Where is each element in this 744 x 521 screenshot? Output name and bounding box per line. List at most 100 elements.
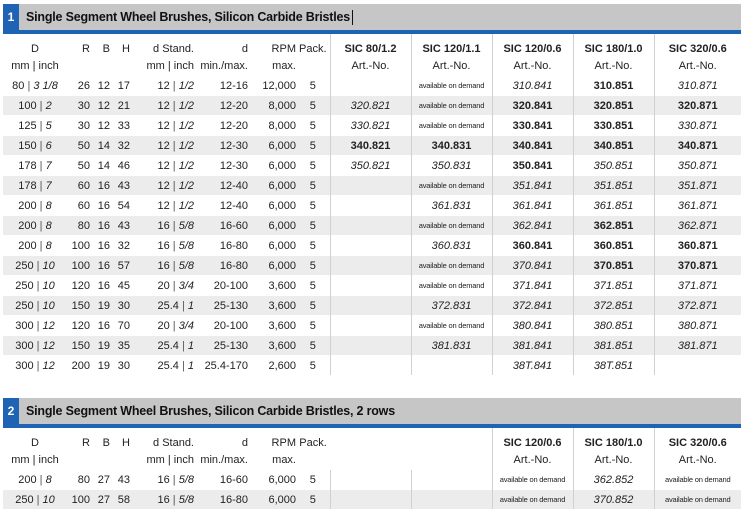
b-value: 12 [90,95,110,116]
section-2-rule [3,424,741,428]
pack-value: 5 [296,315,330,336]
separator: | [36,159,46,172]
rpm-value: 12,000 [248,75,296,96]
art-no-cell: available on demand [410,95,492,116]
art-no-cell: 310.851 [572,75,654,96]
table-row: 100 | 2 30 12 21 12 | 1/2 12-20 8,000 5 320.821 a… [3,95,741,116]
art-no-cell: 370.852 [572,489,654,509]
empty-cell [329,469,411,490]
rpm-value: 3,600 [248,315,296,336]
art-no-cell: 340.821 [329,135,411,156]
col-header-d: D [31,437,39,449]
separator: | [178,359,188,372]
col-header-sic-120-06: SIC 120/0.6 [491,428,573,451]
b-value: 14 [90,135,110,156]
pack-value: 5 [296,175,330,196]
table-row: 250 | 10 100 27 58 16 | 5/8 16-80 6,000 5 availa… [3,489,741,509]
d-stand-mm: 12 [157,179,170,192]
d-stand-inch: 5/8 [178,219,194,232]
art-no-cell [329,355,411,375]
pack-value: 5 [296,115,330,136]
diameter-mm: 250 [15,299,34,312]
d-stand-mm: 12 [157,79,170,92]
table-row: 300 | 12 150 19 35 25.4 | 1 25-130 3,600 5 381.8… [3,335,741,356]
b-value: 19 [90,355,110,375]
h-value: 45 [110,275,130,296]
empty-cell [410,469,492,490]
separator: | [33,339,43,352]
r-value: 150 [67,335,90,356]
b-value: 16 [90,175,110,196]
art-no-cell: 381.871 [653,335,741,356]
d-stand-inch: 1 [187,359,194,372]
d-range: 12-40 [194,195,248,216]
r-value: 60 [67,195,90,216]
section-1-body: 80 | 3 1/8 26 12 17 12 | 1/2 12-16 12,000 5 avai… [3,75,741,375]
empty-cell [410,489,492,509]
sub-header-d-units: mm | inch [11,454,59,466]
h-value: 43 [110,175,130,196]
pack-value: 5 [296,255,330,276]
art-no-cell: available on demand [410,255,492,276]
section-1-number: 1 [3,4,19,30]
d-stand-cell: 16 | 5/8 [130,255,194,276]
table-row: 200 | 8 80 27 43 16 | 5/8 16-60 6,000 5 availabl… [3,469,741,490]
col-header-rpm: RPM [271,43,296,55]
d-stand-inch: 5/8 [178,493,194,506]
sub-header-artno: Art.-No. [572,451,654,470]
diameter-cell: 300 | 12 [3,355,67,375]
diameter-inch: 8 [45,199,52,212]
art-no-cell: 330.871 [653,115,741,136]
col-header-sic-320: SIC 320/0.6 [653,34,741,57]
col-header-r: R [82,43,90,55]
h-value: 57 [110,255,130,276]
rpm-value: 3,600 [248,275,296,296]
separator: | [169,79,179,92]
rpm-value: 6,000 [248,215,296,236]
separator: | [169,259,179,272]
art-no-cell: 371.851 [572,275,654,296]
diameter-cell: 80 | 3 1/8 [3,75,67,96]
d-range: 12-20 [194,95,248,116]
art-no-cell: 320.851 [572,95,654,116]
art-no-cell: 381.831 [410,335,492,356]
h-value: 30 [110,295,130,316]
d-stand-mm: 16 [157,473,170,486]
art-no-cell: available on demand [410,315,492,336]
diameter-cell: 200 | 8 [3,195,67,216]
section-1-rule [3,30,741,34]
diameter-cell: 250 | 10 [3,255,67,276]
b-value: 16 [90,235,110,256]
diameter-cell: 300 | 12 [3,335,67,356]
diameter-inch: 6 [45,139,52,152]
col-header-sic-320: SIC 320/0.6 [653,428,741,451]
art-no-cell: available on demand [410,175,492,196]
d-stand-cell: 12 | 1/2 [130,115,194,136]
d-stand-mm: 12 [157,139,170,152]
rpm-value: 3,600 [248,295,296,316]
d-stand-cell: 12 | 1/2 [130,155,194,176]
art-no-cell: available on demand [653,489,741,509]
r-value: 150 [67,295,90,316]
section-1-title: Single Segment Wheel Brushes, Silicon Ca… [26,10,351,24]
table-row: 125 | 5 30 12 33 12 | 1/2 12-20 8,000 5 330.821 a… [3,115,741,136]
h-value: 33 [110,115,130,136]
art-no-cell: 340.871 [653,135,741,156]
sub-header-artno: Art.-No. [572,57,654,76]
art-no-cell: 340.841 [491,135,573,156]
b-value: 19 [90,335,110,356]
sub-header-artno: Art.-No. [653,57,741,76]
d-stand-cell: 25.4 | 1 [130,335,194,356]
art-no-cell [329,255,411,276]
art-no-cell: available on demand [491,489,573,509]
diameter-inch: 8 [45,219,52,232]
r-value: 120 [67,275,90,296]
d-stand-cell: 25.4 | 1 [130,355,194,375]
d-stand-mm: 20 [157,279,170,292]
separator: | [36,239,46,252]
art-no-cell: 372.871 [653,295,741,316]
r-value: 100 [67,235,90,256]
b-value: 12 [90,75,110,96]
art-no-cell [329,195,411,216]
col-header-sic-120-11: SIC 120/1.1 [410,34,492,57]
